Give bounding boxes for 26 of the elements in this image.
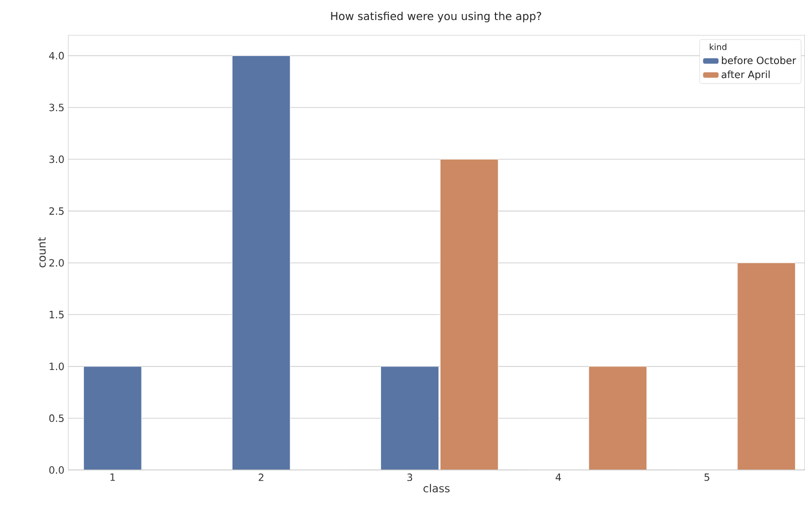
legend-title: kind xyxy=(710,44,726,50)
x-tick-label: 3 xyxy=(407,474,412,482)
x-tick-label: 2 xyxy=(258,474,264,481)
x-tick-label: 1 xyxy=(110,474,115,481)
bar xyxy=(440,159,498,470)
x-axis-title: class xyxy=(424,484,450,492)
bar xyxy=(83,366,142,470)
bar xyxy=(737,262,796,470)
chart-title: How satisfied were you using the app? xyxy=(331,12,542,22)
y-axis-title: count xyxy=(38,237,46,268)
y-tick-label: 2.5 xyxy=(49,207,64,215)
y-tick-label: 0.0 xyxy=(49,466,64,474)
bar xyxy=(588,366,648,470)
x-tick-label: 4 xyxy=(556,474,561,481)
y-tick-label: 4.0 xyxy=(49,52,64,60)
y-tick-label: 2.0 xyxy=(49,259,64,267)
y-tick-label: 0.5 xyxy=(49,414,64,422)
y-tick-label: 3.0 xyxy=(49,156,64,164)
bar xyxy=(380,366,439,470)
y-tick-label: 1.0 xyxy=(50,362,64,370)
legend-label: before October xyxy=(722,56,796,64)
x-tick-label: 5 xyxy=(704,474,710,481)
bar xyxy=(232,55,290,470)
legend-label: after April xyxy=(722,70,770,80)
y-tick-label: 1.5 xyxy=(50,310,64,318)
y-tick-label: 3.5 xyxy=(49,104,64,112)
